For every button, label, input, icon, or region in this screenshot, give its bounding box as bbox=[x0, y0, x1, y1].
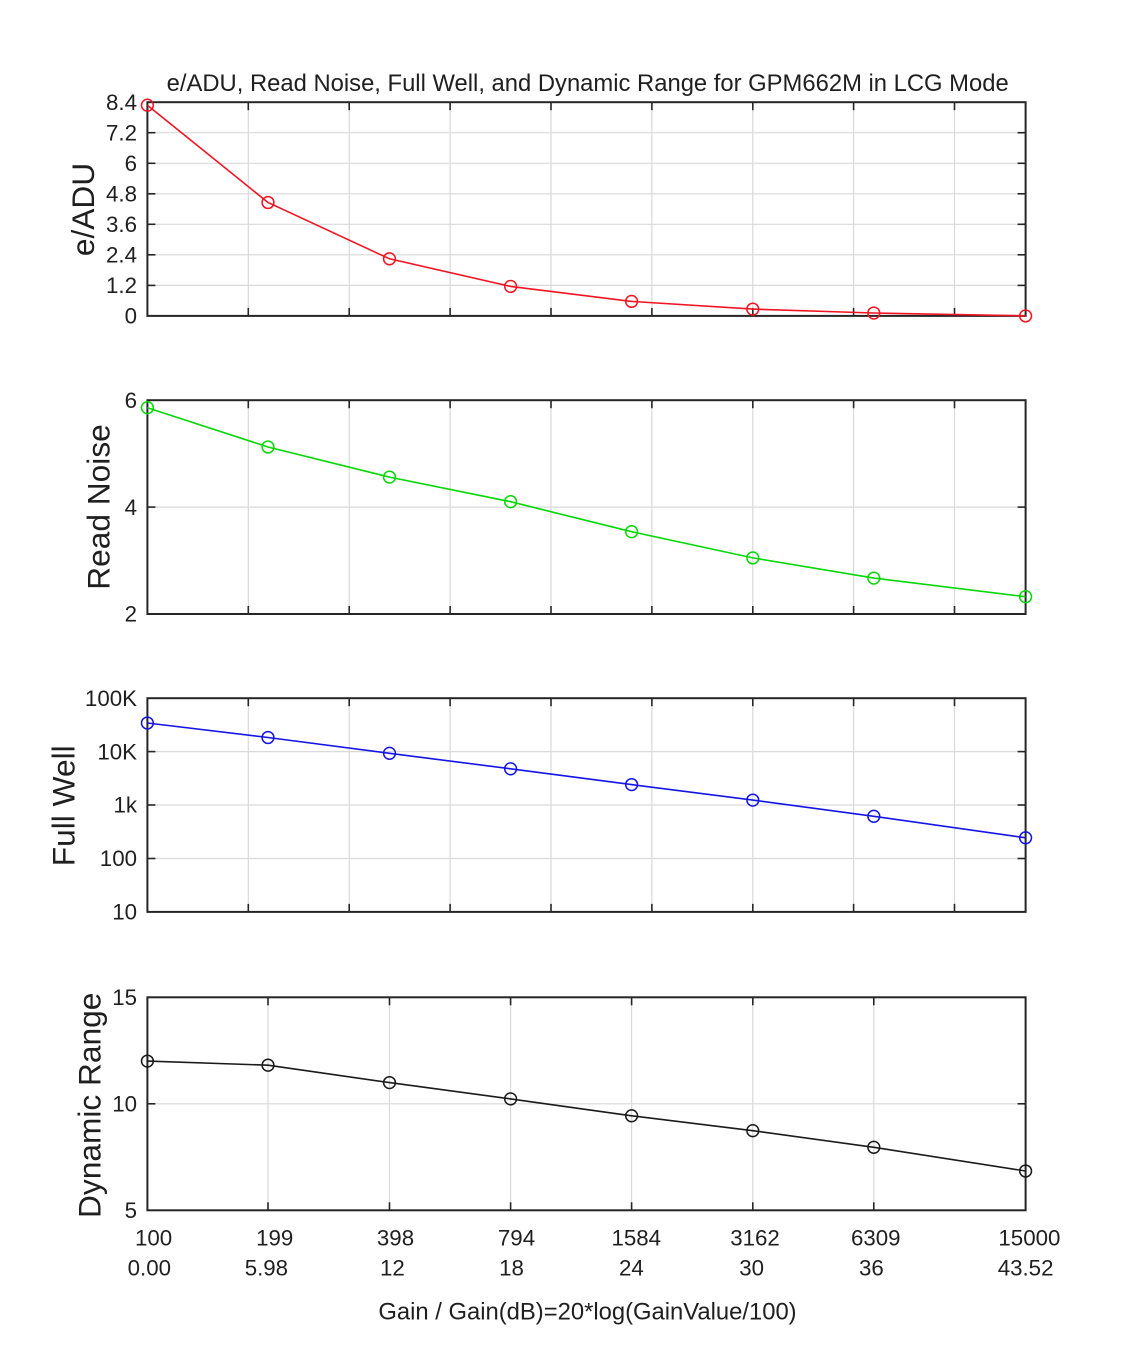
svg-text:4.8: 4.8 bbox=[106, 182, 137, 207]
svg-text:100K: 100K bbox=[85, 686, 137, 711]
svg-text:199: 199 bbox=[256, 1226, 293, 1251]
svg-text:24: 24 bbox=[619, 1255, 644, 1280]
svg-text:0.00: 0.00 bbox=[128, 1255, 171, 1280]
svg-text:398: 398 bbox=[377, 1226, 414, 1251]
svg-text:30: 30 bbox=[739, 1255, 764, 1280]
svg-text:36: 36 bbox=[859, 1255, 884, 1280]
svg-text:18: 18 bbox=[499, 1255, 524, 1280]
svg-text:43.52: 43.52 bbox=[998, 1255, 1054, 1280]
svg-text:2.4: 2.4 bbox=[106, 243, 137, 268]
svg-text:3162: 3162 bbox=[730, 1226, 780, 1251]
svg-text:Read Noise: Read Noise bbox=[80, 424, 116, 590]
svg-text:15000: 15000 bbox=[998, 1226, 1060, 1251]
svg-text:10: 10 bbox=[112, 900, 137, 925]
svg-text:7.2: 7.2 bbox=[106, 120, 137, 145]
svg-text:15: 15 bbox=[112, 985, 137, 1010]
svg-text:12: 12 bbox=[380, 1255, 405, 1280]
svg-text:794: 794 bbox=[498, 1226, 535, 1251]
svg-text:100: 100 bbox=[100, 846, 137, 871]
svg-text:5.98: 5.98 bbox=[245, 1255, 288, 1280]
svg-text:10: 10 bbox=[112, 1092, 137, 1117]
svg-text:e/ADU, Read Noise, Full Well,: e/ADU, Read Noise, Full Well, and Dynami… bbox=[167, 70, 1009, 97]
svg-text:e/ADU: e/ADU bbox=[65, 163, 101, 256]
svg-text:2: 2 bbox=[125, 602, 137, 627]
svg-text:3.6: 3.6 bbox=[106, 212, 137, 237]
svg-text:6: 6 bbox=[125, 151, 137, 176]
svg-text:1584: 1584 bbox=[611, 1226, 661, 1251]
svg-text:8.4: 8.4 bbox=[106, 90, 137, 115]
svg-text:0: 0 bbox=[125, 304, 137, 329]
svg-text:6309: 6309 bbox=[851, 1226, 901, 1251]
svg-text:1k: 1k bbox=[113, 793, 137, 818]
svg-text:4: 4 bbox=[125, 495, 137, 520]
svg-text:100: 100 bbox=[135, 1226, 172, 1251]
svg-text:Gain / Gain(dB)=20*log(GainVal: Gain / Gain(dB)=20*log(GainValue/100) bbox=[378, 1299, 796, 1326]
svg-text:Full Well: Full Well bbox=[45, 745, 81, 866]
svg-text:6: 6 bbox=[125, 388, 137, 413]
svg-text:Dynamic Range: Dynamic Range bbox=[71, 993, 107, 1218]
svg-text:10K: 10K bbox=[97, 739, 137, 764]
svg-text:5: 5 bbox=[125, 1198, 137, 1223]
svg-text:1.2: 1.2 bbox=[106, 273, 137, 298]
